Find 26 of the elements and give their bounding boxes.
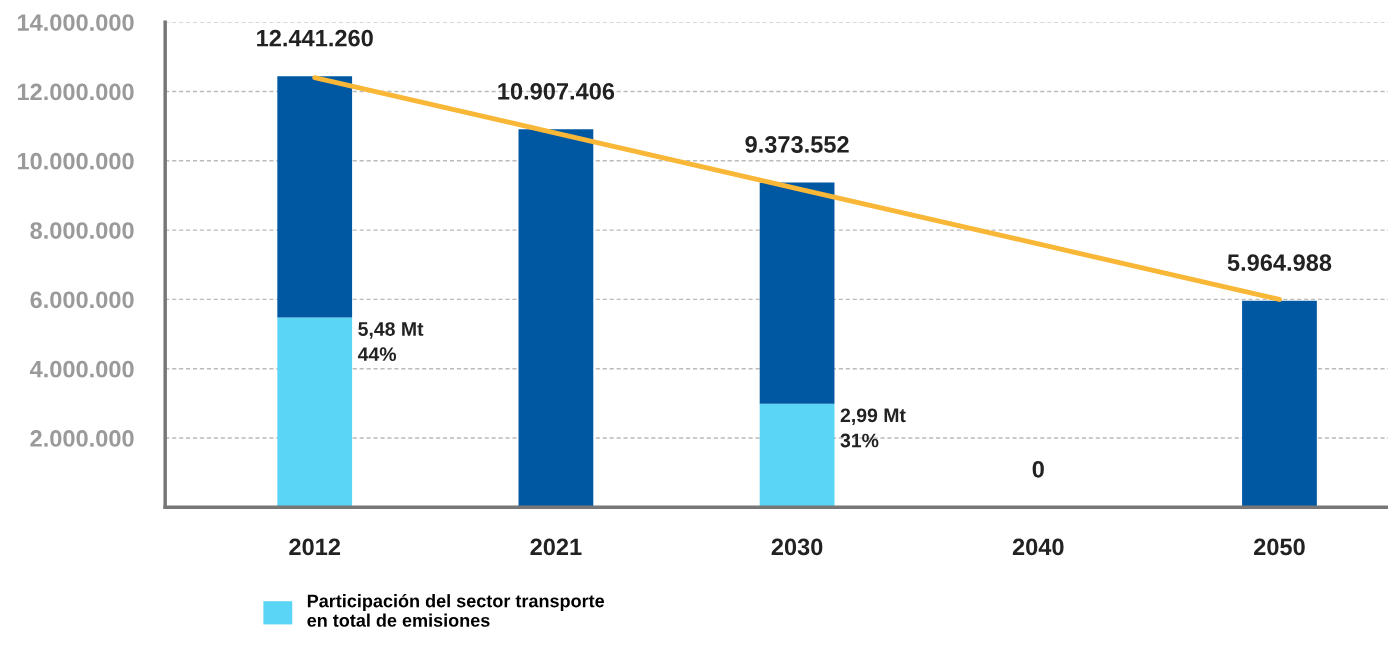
total-label: 9.373.552	[745, 136, 849, 153]
y-tick-label: 12.000.000	[17, 83, 134, 101]
x-tick-label: 2040	[1012, 538, 1064, 556]
x-tick-label: 2050	[1254, 538, 1305, 556]
x-tick-label: 2021	[530, 538, 582, 556]
x-tick-label: 2012	[289, 538, 341, 556]
x-tick-label: 2030	[771, 538, 823, 556]
bar	[518, 129, 594, 508]
y-tick-label: 10.000.000	[17, 152, 134, 170]
y-tick-label: 4.000.000	[29, 360, 134, 378]
bar	[759, 403, 835, 508]
y-tick-label: 8.000.000	[30, 222, 134, 239]
total-label: 0	[1032, 460, 1044, 478]
bar	[277, 76, 353, 318]
annotation: 2,99 Mt 31%	[840, 408, 906, 448]
bar	[759, 182, 835, 404]
bar	[277, 317, 353, 508]
y-tick-label: 2.000.000	[30, 430, 134, 447]
annotation: 5,48 Mt 44%	[357, 322, 424, 362]
total-label: 10.907.406	[498, 82, 615, 100]
bar	[1242, 300, 1317, 508]
y-tick-label: 6.000.000	[30, 291, 134, 309]
y-tick-label: 14.000.000	[17, 14, 134, 31]
total-label: 12.441.260	[257, 29, 373, 47]
legend-label: Participación del sector transporte en total de emisiones	[307, 593, 605, 627]
total-label: 5.964.988	[1227, 254, 1332, 271]
